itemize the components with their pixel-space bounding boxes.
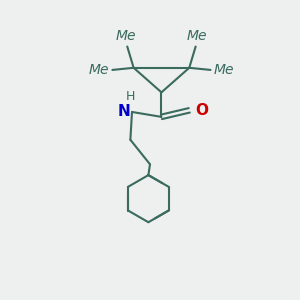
- Text: H: H: [126, 90, 135, 103]
- Text: Me: Me: [214, 63, 234, 77]
- Text: N: N: [118, 104, 130, 119]
- Text: Me: Me: [187, 28, 208, 43]
- Text: O: O: [195, 103, 208, 118]
- Text: Me: Me: [116, 28, 136, 43]
- Text: Me: Me: [88, 63, 109, 77]
